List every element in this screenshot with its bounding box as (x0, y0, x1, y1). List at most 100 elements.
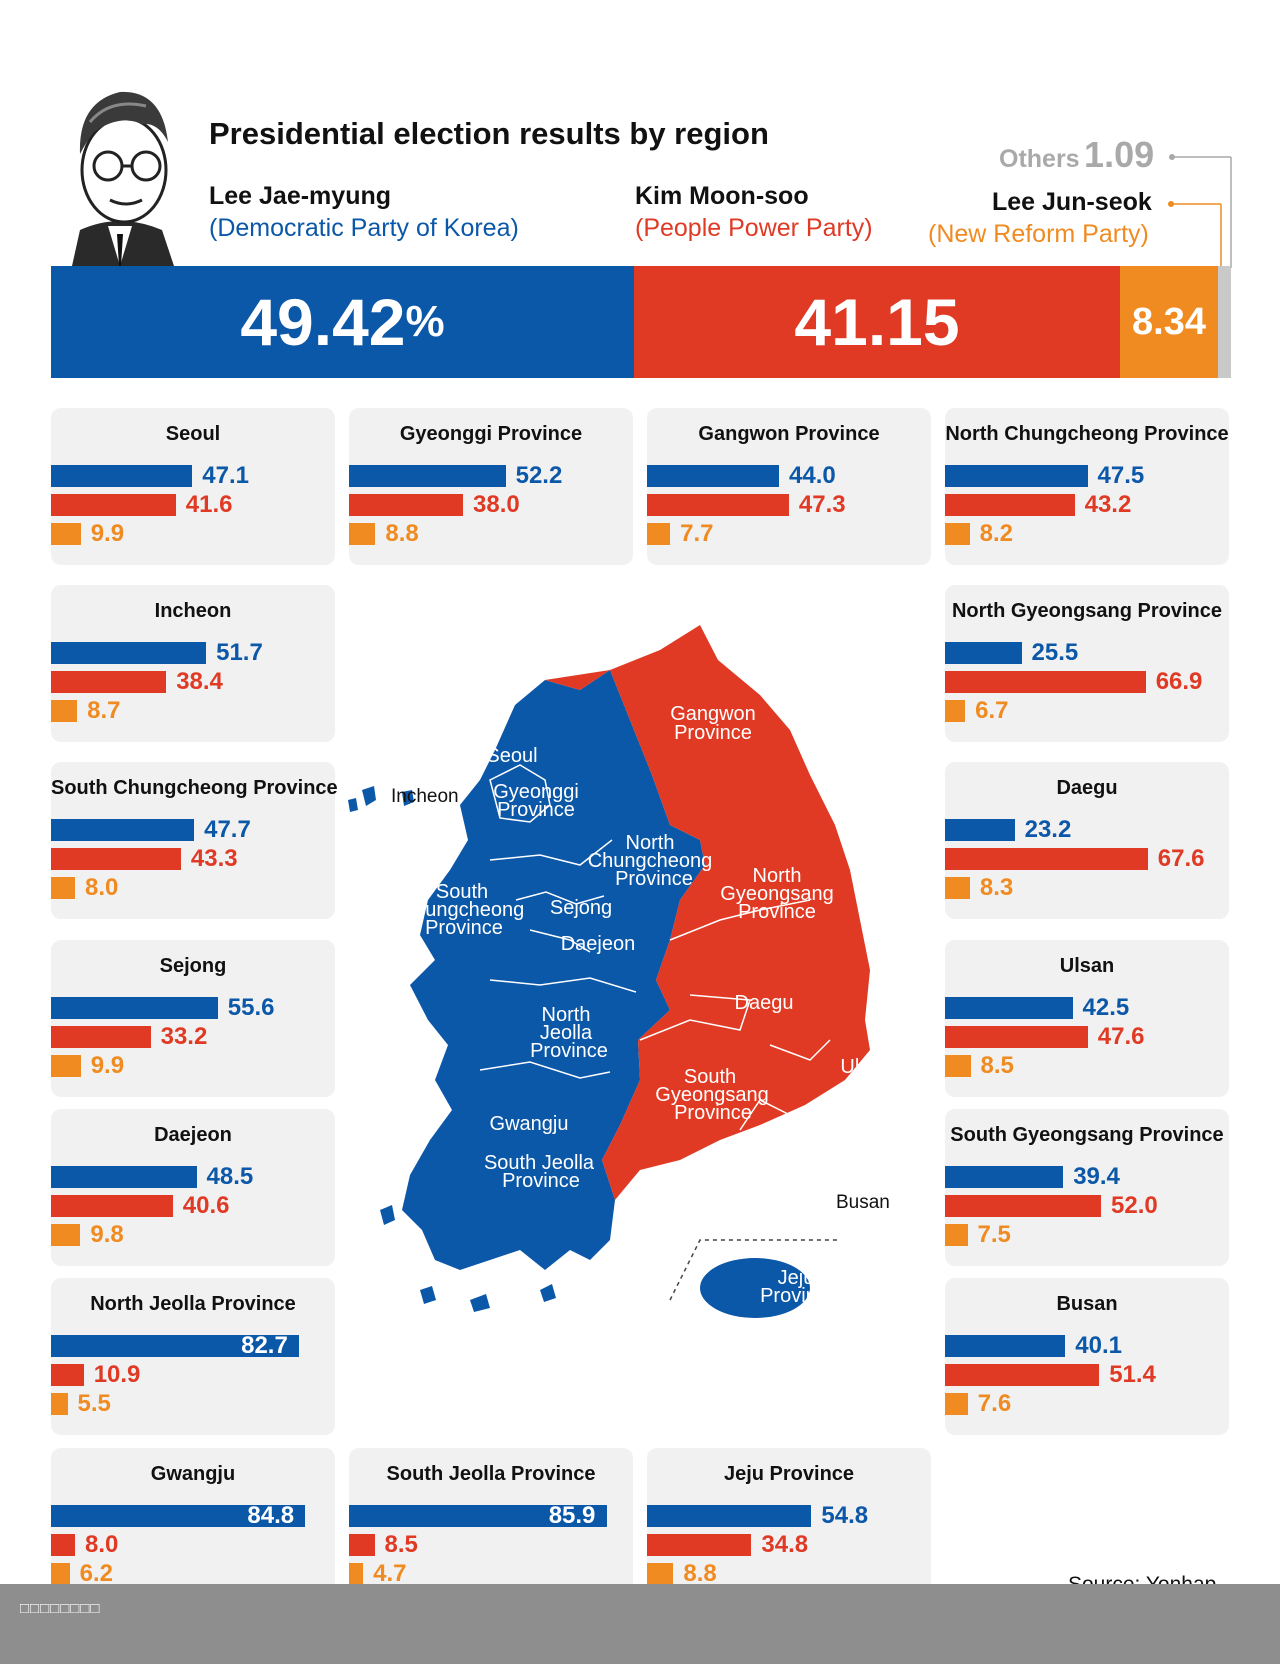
map-label-south-chungcheong-3: Province (425, 917, 503, 939)
region-value-label: 8.3 (979, 874, 1014, 901)
region-value-label: 41.6 (185, 491, 233, 518)
region-bar (51, 1563, 70, 1585)
region-value-label: 39.4 (1073, 1163, 1120, 1190)
region-bar (51, 1534, 75, 1556)
region-value-label: 34.8 (761, 1531, 809, 1558)
region-bar (647, 1563, 674, 1585)
region-value-label: 51.7 (216, 639, 263, 666)
candidate-name-kim-moon-soo: Kim Moon-soo (635, 182, 809, 210)
region-bar (945, 700, 966, 722)
region-value-label: 8.8 (683, 1560, 717, 1587)
region-value-label: 54.8 (821, 1502, 869, 1529)
region-value-label: 82.7 (241, 1332, 288, 1359)
others-label: Others (999, 145, 1080, 173)
region-value-label: 66.9 (1155, 668, 1203, 695)
region-bar (349, 523, 376, 545)
region-value-label: 10.9 (93, 1361, 141, 1388)
map-boundaries (479, 764, 831, 1131)
region-card-title: Ulsan (1059, 955, 1115, 977)
region-bar (945, 1364, 1100, 1386)
region-card-ulsan: Ulsan 42.5 47.6 8.5 (945, 940, 1229, 1097)
region-value-label: 48.5 (206, 1163, 254, 1190)
map-region-blue (402, 670, 705, 1270)
region-card-daegu: Daegu 23.2 67.6 8.3 (945, 762, 1229, 919)
region-bar (51, 1393, 68, 1415)
map-label-busan: Busan (836, 1192, 890, 1213)
region-value-label: 6.7 (975, 697, 1009, 724)
region-card-south-jeolla-province: South Jeolla Province 85.9 8.5 4.7 (349, 1448, 633, 1605)
region-value-label: 8.5 (384, 1531, 418, 1558)
region-bar (51, 877, 75, 899)
region-card-gangwon-province: Gangwon Province 44.0 47.3 7.7 (647, 408, 931, 565)
map-label-gyeonggi: Gyeonggi (493, 781, 579, 803)
national-bar-others (1218, 266, 1231, 378)
region-value-label: 47.1 (202, 462, 250, 489)
region-bar (647, 523, 671, 545)
map-label-gangwon: Gangwon (670, 703, 756, 725)
candidate-party-new-reform: (New Reform Party) (928, 220, 1149, 248)
region-value-label: 4.7 (373, 1560, 407, 1587)
region-card-gwangju: Gwangju 84.8 8.0 6.2 (51, 1448, 335, 1605)
region-bar (945, 1335, 1066, 1357)
map-islands-west (348, 786, 414, 812)
region-value-label: 6.2 (79, 1560, 113, 1587)
region-bar (349, 1505, 607, 1527)
region-card-title: Gyeonggi Province (399, 423, 583, 445)
legend-leader-lines (1168, 154, 1232, 268)
region-bar (51, 1224, 81, 1246)
region-card-busan: Busan 40.1 51.4 7.6 (945, 1278, 1229, 1435)
region-value-label: 40.6 (182, 1192, 230, 1219)
region-bar (51, 1335, 300, 1357)
candidate-party-people-power: (People Power Party) (635, 214, 873, 242)
map-label-north-jeolla-1: North (542, 1004, 591, 1026)
others-value: 1.09 (1084, 134, 1155, 175)
region-value-label: 38.4 (176, 668, 223, 695)
region-card-north-gyeongsang-province: North Gyeongsang Province 25.5 66.9 6.7 (945, 585, 1229, 742)
region-card-title: North Chungcheong Province (945, 423, 1229, 445)
region-bar (647, 494, 789, 516)
region-card-title: Daegu (1056, 777, 1118, 799)
region-bar (51, 1026, 151, 1048)
region-card-title: Incheon (154, 600, 232, 622)
map-label-south-chungcheong-1: South (436, 881, 488, 903)
region-bar (945, 1224, 968, 1246)
region-value-label: 44.0 (789, 462, 836, 489)
region-bar (945, 671, 1146, 693)
map-region-red (545, 625, 870, 1200)
region-bar (51, 819, 195, 841)
map-jeju-inset-line (669, 1239, 840, 1301)
map-label-north-gyeongsang-2: Gyeongsang (720, 883, 833, 905)
region-value-label: 9.8 (90, 1221, 124, 1248)
region-bar (945, 642, 1022, 664)
region-value-label: 47.3 (798, 491, 846, 518)
national-value-lee-jun-seok: 8.34 (1132, 300, 1206, 343)
region-value-label: 47.5 (1097, 462, 1145, 489)
region-card-title: North Jeolla Province (90, 1293, 296, 1315)
region-card-gyeonggi-province: Gyeonggi Province 52.2 38.0 8.8 (349, 408, 633, 565)
map-label-gyeonggi-province: Province (497, 799, 575, 821)
map-label-north-jeolla-3: Province (530, 1040, 608, 1062)
map-label-north-chungcheong-2: Chungcheong (588, 850, 713, 872)
chart-title: Presidential election results by region (209, 116, 769, 151)
map-label-south-chungcheong-2: Chungcheong (400, 899, 525, 921)
region-card-north-chungcheong-province: North Chungcheong Province 47.5 43.2 8.2 (945, 408, 1229, 565)
candidate-name-lee-jun-seok: Lee Jun-seok (992, 188, 1152, 216)
map-label-north-jeolla-2: Jeolla (540, 1022, 593, 1044)
region-card-title: Seoul (165, 423, 221, 445)
national-value-lee-jae-myung: 49.42 (240, 285, 406, 359)
region-bar (51, 700, 78, 722)
map-label-north-chungcheong-3: Province (615, 868, 693, 890)
map-label-north-gyeongsang-1: North (753, 865, 802, 887)
region-card-title: South Chungcheong Province (51, 777, 338, 799)
region-card-title: North Gyeongsang Province (951, 600, 1223, 622)
region-card-title: South Gyeongsang Province (950, 1124, 1224, 1146)
map-label-gangwon-province: Province (674, 722, 752, 744)
region-bar (51, 494, 176, 516)
region-value-label: 8.7 (87, 697, 121, 724)
region-value-label: 7.6 (977, 1390, 1012, 1417)
map-label-jeju-province: Province (760, 1285, 838, 1307)
map-label-south-gyeongsang-1: South (684, 1066, 736, 1088)
region-card-title: Gangwon Province (698, 423, 880, 445)
region-value-label: 51.4 (1109, 1361, 1156, 1388)
candidate-name-lee-jae-myung: Lee Jae-myung (209, 182, 392, 210)
